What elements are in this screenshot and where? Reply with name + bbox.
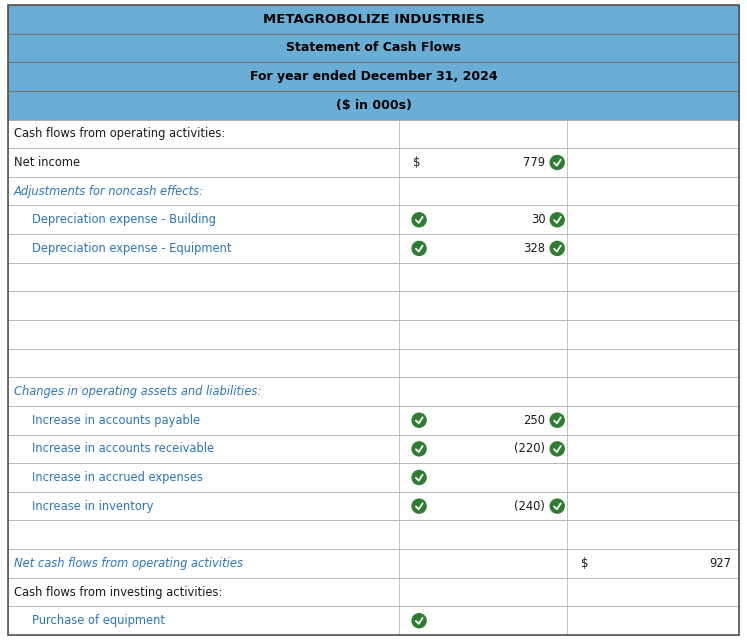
Text: 328: 328 bbox=[523, 242, 545, 255]
Circle shape bbox=[551, 156, 564, 170]
Bar bbox=[8, 177, 739, 205]
Circle shape bbox=[412, 470, 426, 484]
Text: Increase in inventory: Increase in inventory bbox=[32, 500, 153, 513]
Circle shape bbox=[412, 614, 426, 628]
Text: ($ in 000s): ($ in 000s) bbox=[335, 99, 412, 112]
Text: Depreciation expense - Equipment: Depreciation expense - Equipment bbox=[32, 242, 232, 255]
Text: Net income: Net income bbox=[14, 156, 80, 169]
Circle shape bbox=[551, 413, 564, 428]
Bar bbox=[8, 62, 739, 91]
Text: (240): (240) bbox=[515, 500, 545, 513]
Text: $: $ bbox=[413, 156, 421, 169]
Bar bbox=[8, 435, 739, 463]
Bar bbox=[8, 578, 739, 606]
Bar bbox=[8, 492, 739, 520]
Circle shape bbox=[551, 499, 564, 513]
Circle shape bbox=[412, 442, 426, 456]
Text: Cash flows from operating activities:: Cash flows from operating activities: bbox=[14, 127, 226, 140]
Text: Depreciation expense - Building: Depreciation expense - Building bbox=[32, 213, 216, 227]
Bar bbox=[8, 205, 739, 234]
Text: Statement of Cash Flows: Statement of Cash Flows bbox=[286, 42, 461, 54]
Bar bbox=[8, 120, 739, 148]
Bar bbox=[8, 234, 739, 263]
Circle shape bbox=[551, 241, 564, 255]
Circle shape bbox=[412, 241, 426, 255]
Circle shape bbox=[551, 442, 564, 456]
Text: Cash flows from investing activities:: Cash flows from investing activities: bbox=[14, 586, 223, 598]
Bar bbox=[8, 349, 739, 377]
Bar bbox=[8, 606, 739, 635]
Text: 30: 30 bbox=[530, 213, 545, 227]
Bar bbox=[8, 263, 739, 291]
Bar bbox=[8, 34, 739, 62]
Circle shape bbox=[412, 413, 426, 428]
Text: Increase in accounts payable: Increase in accounts payable bbox=[32, 413, 200, 427]
Bar bbox=[8, 406, 739, 435]
Text: Purchase of equipment: Purchase of equipment bbox=[32, 614, 165, 627]
Bar bbox=[8, 520, 739, 549]
Bar bbox=[8, 549, 739, 578]
Text: Changes in operating assets and liabilities:: Changes in operating assets and liabilit… bbox=[14, 385, 261, 398]
Bar bbox=[8, 148, 739, 177]
Circle shape bbox=[412, 212, 426, 227]
Bar bbox=[8, 377, 739, 406]
Text: Adjustments for noncash effects:: Adjustments for noncash effects: bbox=[14, 184, 204, 198]
Text: 250: 250 bbox=[523, 413, 545, 427]
Text: METAGROBOLIZE INDUSTRIES: METAGROBOLIZE INDUSTRIES bbox=[263, 13, 484, 26]
Circle shape bbox=[551, 212, 564, 227]
Bar bbox=[8, 91, 739, 120]
Text: For year ended December 31, 2024: For year ended December 31, 2024 bbox=[249, 70, 498, 83]
Bar bbox=[8, 320, 739, 349]
Bar bbox=[8, 291, 739, 320]
Circle shape bbox=[412, 499, 426, 513]
Bar bbox=[8, 463, 739, 492]
Text: 927: 927 bbox=[709, 557, 731, 570]
Text: Net cash flows from operating activities: Net cash flows from operating activities bbox=[14, 557, 243, 570]
Text: Increase in accrued expenses: Increase in accrued expenses bbox=[32, 471, 203, 484]
Text: 779: 779 bbox=[523, 156, 545, 169]
Text: (220): (220) bbox=[514, 442, 545, 456]
Text: $: $ bbox=[581, 557, 589, 570]
Bar bbox=[8, 5, 739, 34]
Text: Increase in accounts receivable: Increase in accounts receivable bbox=[32, 442, 214, 456]
